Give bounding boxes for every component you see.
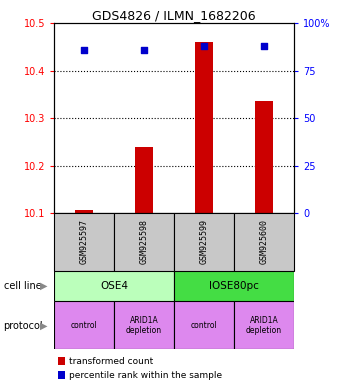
Bar: [75, 210, 93, 213]
Bar: [114, 301, 174, 349]
Text: GSM925597: GSM925597: [80, 219, 89, 265]
Text: percentile rank within the sample: percentile rank within the sample: [69, 371, 223, 380]
Text: cell line: cell line: [4, 281, 41, 291]
Text: protocol: protocol: [4, 321, 43, 331]
Text: control: control: [191, 321, 217, 330]
Bar: [174, 301, 234, 349]
Title: GDS4826 / ILMN_1682206: GDS4826 / ILMN_1682206: [92, 9, 256, 22]
Bar: [174, 213, 234, 271]
Bar: [135, 147, 153, 213]
Bar: [54, 271, 174, 301]
Text: GSM925600: GSM925600: [260, 219, 268, 265]
Text: IOSE80pc: IOSE80pc: [209, 281, 259, 291]
Bar: [234, 301, 294, 349]
Point: [82, 46, 87, 53]
Text: control: control: [71, 321, 98, 330]
Bar: [195, 42, 213, 213]
Bar: [255, 101, 273, 213]
Bar: [234, 213, 294, 271]
Point: [141, 46, 147, 53]
Bar: [174, 271, 294, 301]
Bar: [54, 301, 114, 349]
Text: GSM925599: GSM925599: [199, 219, 209, 265]
Bar: [54, 213, 114, 271]
Bar: [114, 213, 174, 271]
Point: [261, 43, 267, 49]
Point: [201, 43, 207, 49]
Text: ARID1A
depletion: ARID1A depletion: [246, 316, 282, 335]
Text: transformed count: transformed count: [69, 357, 154, 366]
Text: ARID1A
depletion: ARID1A depletion: [126, 316, 162, 335]
Text: OSE4: OSE4: [100, 281, 128, 291]
Text: ▶: ▶: [40, 281, 47, 291]
Text: GSM925598: GSM925598: [140, 219, 149, 265]
Text: ▶: ▶: [40, 321, 47, 331]
